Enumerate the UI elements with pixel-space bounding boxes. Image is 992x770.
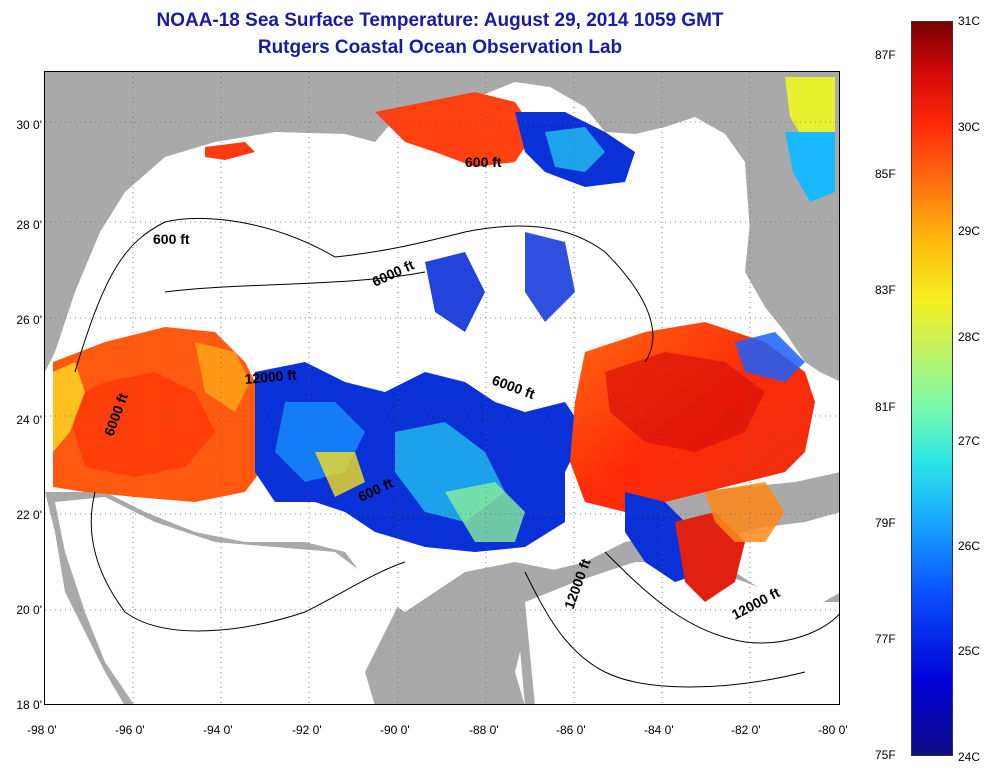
lat-tick-20: 20 0': [16, 603, 42, 617]
sst-map: 600 ft 600 ft 6000 ft 6000 ft 12000 ft 6…: [44, 71, 840, 705]
lon-tick-82: -82 0': [731, 723, 761, 737]
land-us-gulf-coast: [45, 72, 839, 382]
contour-label-12000ft-1: 12000 ft: [244, 366, 298, 387]
map-title: NOAA-18 Sea Surface Temperature: August …: [156, 10, 724, 31]
colorbar-c-28: 28C: [958, 330, 981, 344]
lon-tick-94: -94 0': [203, 723, 233, 737]
lat-tick-18: 18 0': [16, 698, 42, 712]
sst-east-warm: [570, 322, 815, 602]
colorbar-c-29: 29C: [958, 224, 981, 238]
lon-tick-92: -92 0': [292, 723, 322, 737]
lat-tick-24: 24 0': [16, 413, 42, 427]
map-subtitle: Rutgers Coastal Ocean Observation Lab: [257, 37, 623, 58]
colorbar-c-25: 25C: [958, 644, 981, 658]
contour-label-600ft-1: 600 ft: [153, 231, 190, 247]
lon-tick-84: -84 0': [644, 723, 674, 737]
lon-tick-88: -88 0': [469, 723, 499, 737]
contour-label-600ft-2: 600 ft: [465, 154, 502, 170]
colorbar-f-87: 87F: [875, 48, 896, 62]
lon-tick-90: -90 0': [380, 723, 410, 737]
graticule: [45, 72, 839, 704]
sst-map-canvas: 600 ft 600 ft 6000 ft 6000 ft 12000 ft 6…: [45, 72, 839, 704]
colorbar-f-77: 77F: [875, 632, 896, 646]
lat-tick-26: 26 0': [16, 313, 42, 327]
lon-tick-96: -96 0': [115, 723, 145, 737]
sst-west-warm: [53, 327, 275, 502]
colorbar-c-31: 31C: [958, 14, 981, 28]
colorbar-c-26: 26C: [958, 539, 981, 553]
sst-north-patches: [205, 77, 835, 332]
colorbar-f-81: 81F: [875, 400, 896, 414]
colorbar-f-85: 85F: [875, 167, 896, 181]
colorbar-f-83: 83F: [875, 283, 896, 297]
lon-tick-86: -86 0': [556, 723, 586, 737]
lat-tick-30: 30 0': [16, 118, 42, 132]
lat-tick-22: 22 0': [16, 508, 42, 522]
colorbar-c-24: 24C: [958, 750, 981, 764]
colorbar-c-27: 27C: [958, 434, 981, 448]
depth-contours: [74, 217, 839, 688]
lat-tick-28: 28 0': [16, 218, 42, 232]
sst-central-cool: [255, 362, 585, 552]
temperature-colorbar: [911, 21, 953, 756]
colorbar-f-75: 75F: [875, 748, 896, 762]
lon-tick-98: -98 0': [27, 723, 57, 737]
cloud-mexico: [55, 497, 405, 704]
cloud-yucatan: [525, 562, 839, 704]
lon-tick-80: -80 0': [818, 723, 848, 737]
colorbar-f-79: 79F: [875, 516, 896, 530]
colorbar-c-30: 30C: [958, 120, 981, 134]
